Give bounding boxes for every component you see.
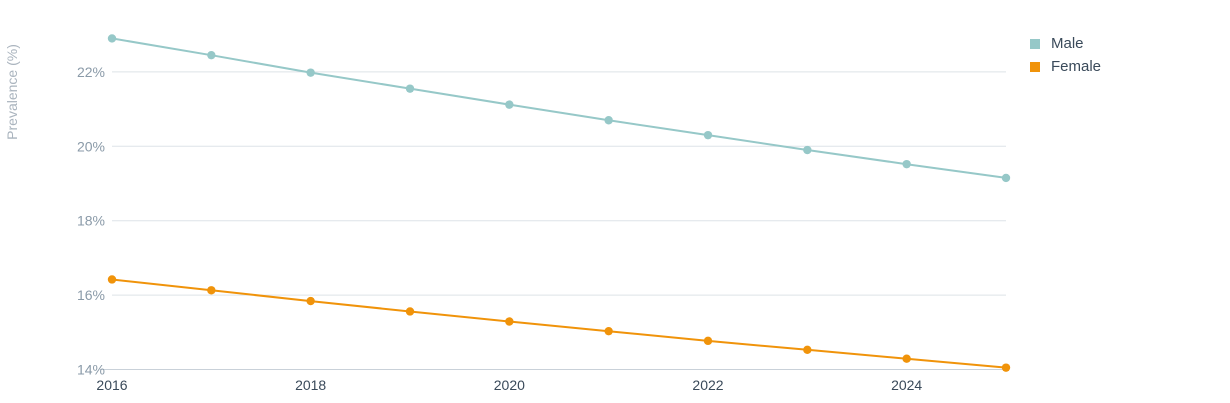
y-tick-label: 16% — [77, 287, 105, 303]
legend-label-male: Male — [1051, 35, 1084, 52]
data-point-male[interactable] — [902, 159, 911, 169]
legend-swatch-female — [1030, 61, 1040, 72]
y-tick-label: 20% — [77, 138, 105, 154]
x-tick-label: 2022 — [692, 377, 723, 393]
legend: Male Female — [1030, 32, 1101, 78]
data-point-female[interactable] — [306, 296, 315, 306]
legend-item-male[interactable]: Male — [1030, 32, 1101, 55]
legend-label-female: Female — [1051, 58, 1102, 75]
y-tick-label: 14% — [77, 362, 105, 378]
data-point-male[interactable] — [405, 84, 415, 93]
data-point-male[interactable] — [306, 68, 315, 77]
data-point-male[interactable] — [1001, 173, 1011, 183]
data-point-female[interactable] — [1001, 363, 1011, 372]
data-point-female[interactable] — [107, 275, 117, 284]
x-tick-label: 2018 — [295, 377, 326, 393]
data-point-female[interactable] — [902, 354, 911, 363]
data-point-female[interactable] — [604, 326, 613, 336]
data-point-female[interactable] — [703, 336, 713, 346]
data-point-female[interactable] — [207, 286, 216, 295]
series-group — [107, 34, 1011, 372]
series-female — [107, 275, 1011, 372]
x-tick-label: 2016 — [96, 377, 127, 393]
data-point-female[interactable] — [803, 345, 812, 354]
data-point-male[interactable] — [107, 34, 117, 43]
y-axis-title: Prevalence (%) — [4, 44, 20, 140]
data-point-male[interactable] — [703, 130, 713, 140]
data-point-male[interactable] — [604, 116, 613, 125]
data-point-female[interactable] — [405, 307, 415, 316]
x-tick-labels: 2016 2018 2020 2022 2024 — [96, 377, 922, 393]
x-tick-label: 2020 — [494, 377, 525, 393]
y-tick-labels: 14% 16% 18% 20% 22% — [77, 64, 105, 378]
series-line-male — [111, 37, 1007, 179]
series-male — [107, 34, 1011, 183]
series-line-female — [111, 278, 1007, 369]
x-tick-label: 2024 — [891, 377, 922, 393]
y-tick-label: 22% — [77, 64, 105, 80]
y-tick-label: 18% — [77, 213, 105, 229]
legend-swatch-male — [1030, 38, 1040, 49]
data-point-male[interactable] — [505, 100, 514, 109]
legend-item-female[interactable]: Female — [1030, 55, 1101, 78]
data-point-female[interactable] — [505, 317, 514, 326]
data-point-male[interactable] — [803, 145, 812, 155]
data-point-male[interactable] — [207, 50, 216, 60]
